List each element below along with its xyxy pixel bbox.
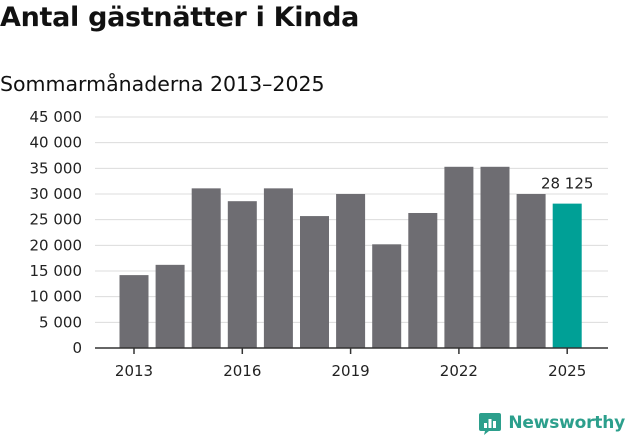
y-tick-label: 10 000 <box>30 288 83 306</box>
x-tick-label: 2013 <box>115 362 153 380</box>
y-tick-label: 25 000 <box>30 211 83 229</box>
bar-chart: 0 5 000 10 000 15 000 20 000 25 000 30 000 35 0… <box>30 108 608 380</box>
y-tick-label: 20 000 <box>30 236 83 254</box>
y-tick-label: 35 000 <box>30 159 83 177</box>
x-tick-label: 2022 <box>440 362 478 380</box>
bar-2022 <box>444 166 474 348</box>
y-tick-label: 15 000 <box>30 262 83 280</box>
bar-2018 <box>300 216 329 348</box>
bar-2014 <box>155 264 185 348</box>
y-tick-label: 45 000 <box>30 108 83 126</box>
y-tick-label: 0 <box>72 339 82 357</box>
bar-2023 <box>480 166 510 348</box>
bar-2019 <box>336 194 366 348</box>
x-tick-label: 2016 <box>223 362 261 380</box>
y-tick-label: 5 000 <box>39 313 82 331</box>
y-tick-label: 30 000 <box>30 185 83 203</box>
bar-2013 <box>119 275 149 348</box>
x-tick-label: 2019 <box>332 362 370 380</box>
bar-chart-logo-icon <box>479 413 502 435</box>
bar-2017 <box>263 188 293 348</box>
brand-name: Newsworthy <box>508 413 625 433</box>
y-tick-label: 40 000 <box>30 134 83 152</box>
bar-2016 <box>227 201 257 348</box>
bar-2024 <box>516 194 546 348</box>
x-tick-label: 2025 <box>548 362 586 380</box>
brand-logo[interactable]: Newsworthy <box>478 407 625 439</box>
bar-2020 <box>372 244 402 348</box>
chart-title: Antal gästnätter i Kinda <box>0 2 360 33</box>
bar-2021 <box>408 212 438 348</box>
bar-2025 <box>552 203 582 348</box>
chart-subtitle: Sommarmånaderna 2013–2025 <box>0 72 325 96</box>
data-label: 28 125 <box>541 175 594 193</box>
bar-2015 <box>191 188 221 348</box>
